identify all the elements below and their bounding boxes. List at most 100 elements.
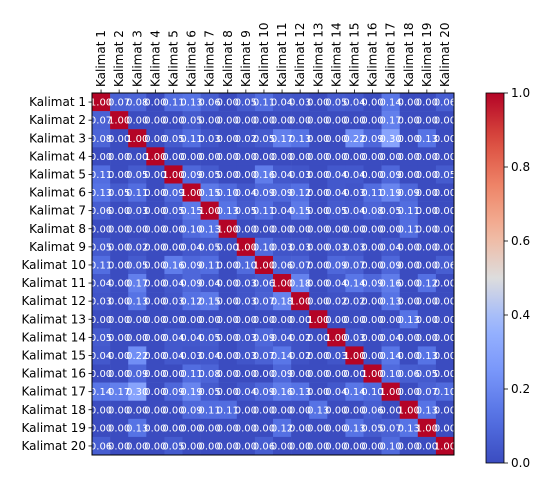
heatmap-cell <box>399 382 419 401</box>
heatmap-cell <box>309 310 328 329</box>
heatmap-cell <box>435 292 455 311</box>
cell-value-label: 1.00 <box>289 297 311 308</box>
cell-value-label: 0.03 <box>289 98 311 109</box>
cell-value-label: 0.16 <box>253 170 275 181</box>
cell-value-label: 0.05 <box>325 98 347 109</box>
heatmap-cell <box>309 201 328 220</box>
heatmap-cell <box>345 219 364 239</box>
heatmap-cell <box>110 255 129 275</box>
cell-value-label: 0.13 <box>307 405 329 416</box>
colorbar-tick-label: 0.2 <box>511 382 530 396</box>
cell-value-label: 0.00 <box>90 405 112 416</box>
cell-value-label: 0.00 <box>361 260 383 271</box>
cell-value-label: 0.03 <box>289 242 311 253</box>
heatmap-cell <box>236 147 256 166</box>
x-tick-label: Kalimat 6 <box>185 30 199 87</box>
cell-value-label: 0.00 <box>398 242 420 253</box>
cell-value-label: 0.04 <box>235 188 257 199</box>
cell-value-label: 1.00 <box>235 242 257 253</box>
heatmap-cell <box>417 201 437 220</box>
cell-value-label: 0.00 <box>235 224 257 235</box>
heatmap-cell <box>254 274 274 293</box>
heatmap-cell <box>345 165 364 184</box>
heatmap-cell <box>363 219 382 239</box>
heatmap-cell <box>182 400 201 420</box>
heatmap-cell <box>399 436 419 456</box>
heatmap-cell <box>236 418 256 438</box>
cell-value-label: 0.03 <box>271 242 293 253</box>
cell-value-label: 0.04 <box>380 242 402 253</box>
x-tick-label: Kalimat 8 <box>221 30 235 87</box>
cell-value-label: 0.00 <box>398 134 420 145</box>
heatmap-cell <box>182 237 201 257</box>
heatmap-cell <box>381 219 400 239</box>
heatmap-cell <box>327 292 346 311</box>
cell-value-label: 0.12 <box>180 297 202 308</box>
cell-value-label: 0.00 <box>361 242 383 253</box>
cell-value-label: 0.14 <box>380 98 402 109</box>
heatmap-cell <box>399 292 419 311</box>
cell-value-label: 0.05 <box>126 170 148 181</box>
heatmap-cell <box>291 219 310 239</box>
cell-value-label: 0.00 <box>416 206 438 217</box>
cell-value-label: 0.13 <box>343 423 365 434</box>
cell-value-label: 0.06 <box>199 98 221 109</box>
cell-value-label: 0.07 <box>90 116 112 127</box>
heatmap-cell <box>128 237 147 257</box>
y-tick-label: Kalimat 2 <box>29 113 86 127</box>
heatmap-cell <box>417 129 437 148</box>
y-tick-label: Kalimat 7 <box>29 204 86 218</box>
heatmap-cell <box>218 436 238 456</box>
cell-value-label: 0.11 <box>398 206 420 217</box>
heatmap-cell <box>273 400 292 420</box>
heatmap-cell <box>381 129 400 148</box>
y-tick-label: Kalimat 10 <box>21 258 86 272</box>
x-tick-label: Kalimat 20 <box>438 22 452 87</box>
heatmap-cell <box>164 93 183 112</box>
heatmap-cell <box>146 400 165 420</box>
cell-value-label: 0.02 <box>289 351 311 362</box>
heatmap-cell <box>291 364 310 383</box>
cell-value-label: 1.00 <box>180 188 202 199</box>
cell-value-label: 0.14 <box>90 387 112 398</box>
cell-value-label: 0.09 <box>361 134 383 145</box>
cell-value-label: 0.03 <box>180 351 202 362</box>
cell-value-label: 0.18 <box>289 279 311 290</box>
cell-value-label: 0.00 <box>307 206 329 217</box>
y-tick-label: Kalimat 4 <box>29 149 86 163</box>
heatmap-cell <box>218 382 238 401</box>
heatmap-cell <box>435 219 455 239</box>
cell-value-label: 0.00 <box>398 260 420 271</box>
cell-value-label: 0.13 <box>126 297 148 308</box>
heatmap-cell <box>128 292 147 311</box>
cell-value-label: 0.00 <box>144 441 166 452</box>
heatmap-cell <box>291 93 310 112</box>
heatmap-cell <box>236 111 256 130</box>
cell-value-label: 0.00 <box>108 134 130 145</box>
heatmap-cell <box>345 183 364 202</box>
cell-value-label: 0.00 <box>434 333 456 344</box>
heatmap-cell <box>435 255 455 275</box>
cell-value-label: 0.11 <box>253 206 275 217</box>
heatmap-cell <box>417 274 437 293</box>
x-tick-label: Kalimat 19 <box>420 22 434 87</box>
heatmap-cell <box>381 93 400 112</box>
cell-value-label: 0.04 <box>325 170 347 181</box>
cell-value-label: 0.13 <box>398 315 420 326</box>
x-tick-label: Kalimat 12 <box>293 22 307 87</box>
cell-value-label: 0.00 <box>217 170 239 181</box>
cell-value-label: 0.00 <box>271 405 293 416</box>
heatmap-cell <box>182 129 201 148</box>
cell-value-label: 0.00 <box>361 224 383 235</box>
heatmap-cell <box>218 201 238 220</box>
heatmap-cell <box>254 436 274 456</box>
heatmap-cell <box>273 201 292 220</box>
cell-value-label: 0.19 <box>380 188 402 199</box>
heatmap-cell <box>417 255 437 275</box>
cell-value-label: 0.04 <box>235 387 257 398</box>
y-tick-label: Kalimat 5 <box>29 167 86 181</box>
cell-value-label: 0.03 <box>199 134 221 145</box>
cell-value-label: 0.00 <box>416 260 438 271</box>
y-tick-label: Kalimat 6 <box>29 186 86 200</box>
heatmap-cell <box>309 165 328 184</box>
